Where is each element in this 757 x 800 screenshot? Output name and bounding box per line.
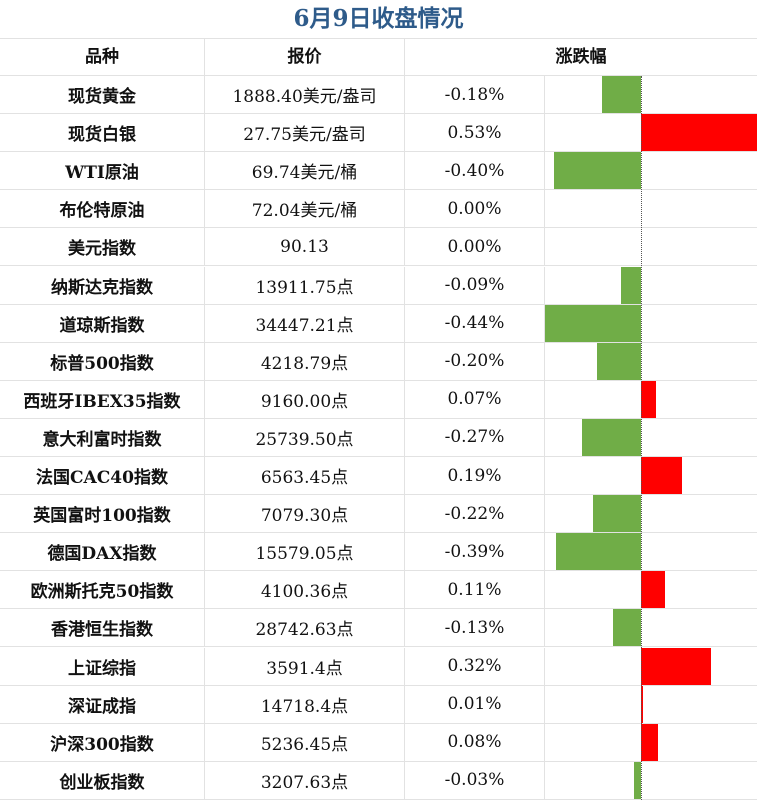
bar-down xyxy=(621,266,641,304)
table-row: 意大利富时指数 25739.50点 -0.27% xyxy=(0,418,757,457)
row-price: 28742.63点 xyxy=(205,609,405,647)
row-name: 西班牙IBEX35指数 xyxy=(0,380,205,418)
row-name: 欧洲斯托克50指数 xyxy=(0,571,205,609)
row-change: -0.44% xyxy=(405,304,545,342)
row-price: 90.13 xyxy=(205,228,405,266)
bar-down xyxy=(593,495,641,533)
row-price: 14718.4点 xyxy=(205,685,405,723)
row-price: 9160.00点 xyxy=(205,380,405,418)
zero-axis xyxy=(641,76,642,800)
row-name: 标普500指数 xyxy=(0,342,205,380)
header-name: 品种 xyxy=(0,38,205,76)
table-row: 深证成指 14718.4点 0.01% xyxy=(0,685,757,724)
table-row: 现货黄金 1888.40美元/盎司 -0.18% xyxy=(0,76,757,115)
row-name: 现货黄金 xyxy=(0,76,205,114)
row-price: 7079.30点 xyxy=(205,495,405,533)
table-row: 德国DAX指数 15579.05点 -0.39% xyxy=(0,533,757,572)
bar-up xyxy=(641,380,657,418)
bar-down xyxy=(545,304,641,342)
row-name: 香港恒生指数 xyxy=(0,609,205,647)
row-change: 0.00% xyxy=(405,228,545,266)
row-price: 15579.05点 xyxy=(205,533,405,571)
table-row: 英国富时100指数 7079.30点 -0.22% xyxy=(0,495,757,534)
row-price: 5236.45点 xyxy=(205,723,405,761)
row-name: 德国DAX指数 xyxy=(0,533,205,571)
bar-down xyxy=(601,76,641,114)
table-row: 创业板指数 3207.63点 -0.03% xyxy=(0,761,757,800)
bar-down xyxy=(597,342,641,380)
bar-down xyxy=(582,418,641,456)
row-price: 4100.36点 xyxy=(205,571,405,609)
row-change: 0.53% xyxy=(405,114,545,152)
row-price: 6563.45点 xyxy=(205,457,405,495)
bar-up xyxy=(641,723,659,761)
row-change: 0.08% xyxy=(405,723,545,761)
row-change: -0.18% xyxy=(405,76,545,114)
table-row: 欧洲斯托克50指数 4100.36点 0.11% xyxy=(0,571,757,610)
bar-down xyxy=(553,152,641,190)
table-row: 道琼斯指数 34447.21点 -0.44% xyxy=(0,304,757,343)
row-change: 0.07% xyxy=(405,380,545,418)
row-name: 布伦特原油 xyxy=(0,190,205,228)
table-row: 香港恒生指数 28742.63点 -0.13% xyxy=(0,609,757,648)
bar-down xyxy=(612,609,641,647)
bar-up xyxy=(641,457,683,495)
row-change: -0.22% xyxy=(405,495,545,533)
row-name: 道琼斯指数 xyxy=(0,304,205,342)
table-row: 法国CAC40指数 6563.45点 0.19% xyxy=(0,457,757,496)
row-name: 意大利富时指数 xyxy=(0,418,205,456)
row-name: 英国富时100指数 xyxy=(0,495,205,533)
row-price: 72.04美元/桶 xyxy=(205,190,405,228)
row-price: 4218.79点 xyxy=(205,342,405,380)
row-name: 沪深300指数 xyxy=(0,723,205,761)
table-row: 纳斯达克指数 13911.75点 -0.09% xyxy=(0,266,757,305)
bar-down xyxy=(555,533,641,571)
table-row: 美元指数 90.13 0.00% xyxy=(0,228,757,267)
row-price: 3207.63点 xyxy=(205,761,405,799)
row-name: 创业板指数 xyxy=(0,761,205,799)
row-price: 3591.4点 xyxy=(205,647,405,685)
row-change: 0.00% xyxy=(405,190,545,228)
bar-up xyxy=(641,685,644,723)
header-price: 报价 xyxy=(205,38,405,76)
row-name: 深证成指 xyxy=(0,685,205,723)
row-name: WTI原油 xyxy=(0,152,205,190)
row-change: 0.32% xyxy=(405,647,545,685)
table-row: 布伦特原油 72.04美元/桶 0.00% xyxy=(0,190,757,229)
row-change: 0.01% xyxy=(405,685,545,723)
row-name: 法国CAC40指数 xyxy=(0,457,205,495)
table-row: 西班牙IBEX35指数 9160.00点 0.07% xyxy=(0,380,757,419)
bar-up xyxy=(641,571,665,609)
header-change: 涨跌幅 xyxy=(405,38,757,76)
table-row: WTI原油 69.74美元/桶 -0.40% xyxy=(0,152,757,191)
page-title: 6月9日收盘情况 xyxy=(0,0,757,39)
table-row: 上证综指 3591.4点 0.32% xyxy=(0,647,757,686)
row-change: -0.39% xyxy=(405,533,545,571)
row-price: 1888.40美元/盎司 xyxy=(205,76,405,114)
row-name: 现货白银 xyxy=(0,114,205,152)
row-name: 上证综指 xyxy=(0,647,205,685)
bar-up xyxy=(641,114,757,152)
row-price: 34447.21点 xyxy=(205,304,405,342)
row-price: 25739.50点 xyxy=(205,418,405,456)
bar-down xyxy=(634,761,641,799)
row-change: -0.27% xyxy=(405,418,545,456)
row-change: -0.20% xyxy=(405,342,545,380)
row-change: -0.13% xyxy=(405,609,545,647)
row-name: 纳斯达克指数 xyxy=(0,266,205,304)
row-price: 13911.75点 xyxy=(205,266,405,304)
row-change: 0.19% xyxy=(405,457,545,495)
row-price: 27.75美元/盎司 xyxy=(205,114,405,152)
row-change: 0.11% xyxy=(405,571,545,609)
table-row: 标普500指数 4218.79点 -0.20% xyxy=(0,342,757,381)
row-change: -0.03% xyxy=(405,761,545,799)
row-name: 美元指数 xyxy=(0,228,205,266)
table-row: 沪深300指数 5236.45点 0.08% xyxy=(0,723,757,762)
row-change: -0.40% xyxy=(405,152,545,190)
table-row: 现货白银 27.75美元/盎司 0.53% xyxy=(0,114,757,153)
row-price: 69.74美元/桶 xyxy=(205,152,405,190)
bar-up xyxy=(641,647,711,685)
row-change: -0.09% xyxy=(405,266,545,304)
